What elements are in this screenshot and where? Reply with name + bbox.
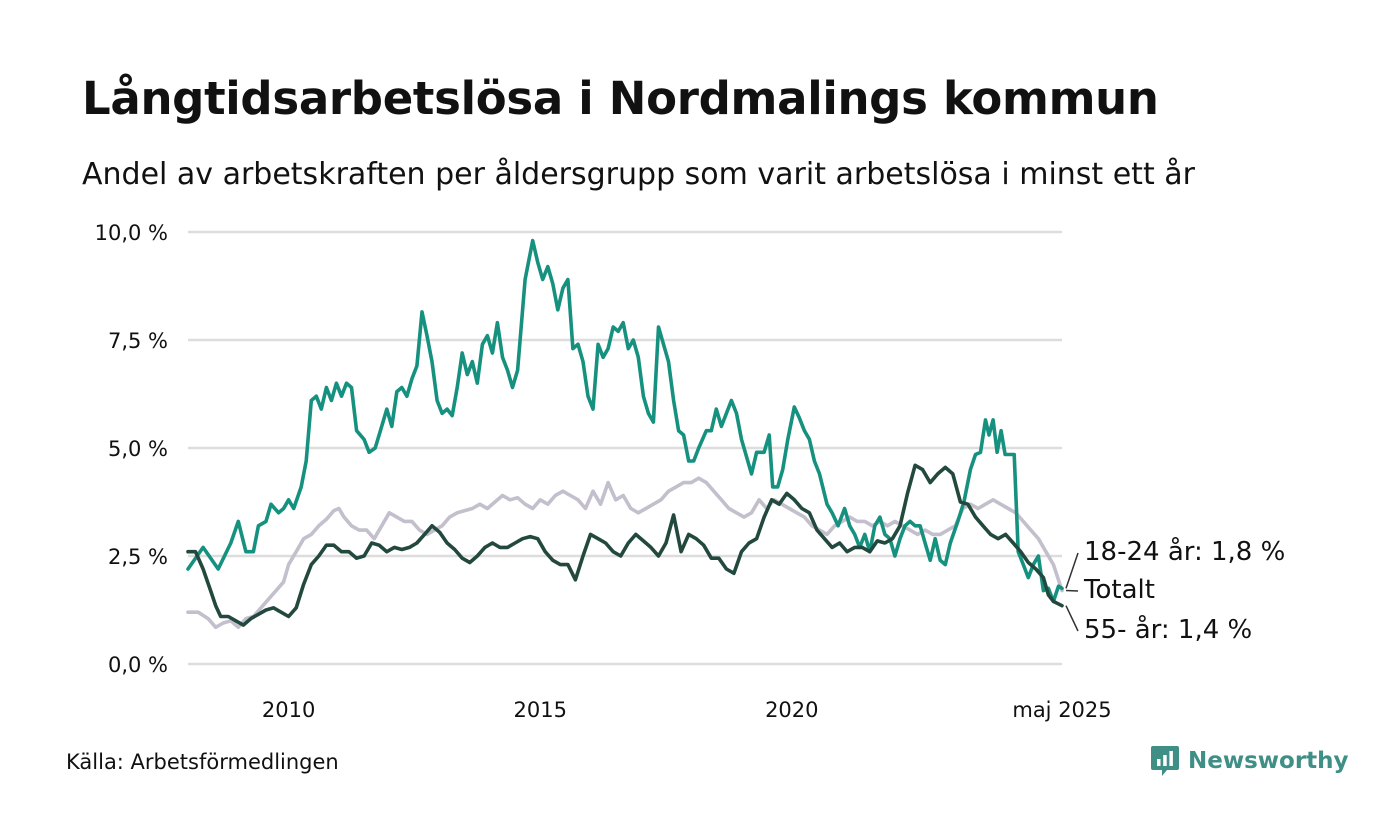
end-label-s1824: 18-24 år: 1,8 % [1084, 536, 1285, 567]
series-line-s1824 [186, 238, 1064, 604]
x-tick-label: maj 2025 [1012, 698, 1111, 722]
x-tick-label: 2010 [262, 698, 315, 722]
end-label-total: Totalt [1083, 575, 1155, 605]
y-tick-label: 0,0 % [108, 653, 168, 677]
x-tick-label: 2020 [765, 698, 818, 722]
y-tick-label: 7,5 % [108, 329, 168, 353]
source-note: Källa: Arbetsförmedlingen [66, 750, 339, 774]
y-tick-label: 5,0 % [108, 437, 168, 461]
series-layer [186, 238, 1064, 630]
x-tick-label: 2015 [513, 698, 566, 722]
end-label-s55: 55- år: 1,4 % [1084, 614, 1252, 645]
series-line-total [186, 476, 1064, 630]
newsworthy-logo-icon [1151, 746, 1179, 776]
brand-logo[interactable]: Newsworthy [1150, 744, 1349, 778]
y-tick-label: 10,0 % [95, 221, 168, 245]
label-layer: 18-24 år: 1,8 % Totalt 55- år: 1,4 % [1065, 536, 1285, 645]
chart-title: Långtidsarbetslösa i Nordmalings kommun [82, 72, 1159, 125]
y-tick-label: 2,5 % [108, 545, 168, 569]
grid-layer: 0,0 % 2,5 % 5,0 % 7,5 % 10,0 % 2010 2015 2020 ma… [95, 221, 1112, 722]
end-label-connector [1065, 552, 1079, 589]
end-label-connector [1065, 605, 1079, 632]
brand-name: Newsworthy [1188, 748, 1349, 774]
series-line-s55 [186, 463, 1064, 627]
chart-subtitle: Andel av arbetskraften per åldersgrupp s… [82, 157, 1195, 192]
